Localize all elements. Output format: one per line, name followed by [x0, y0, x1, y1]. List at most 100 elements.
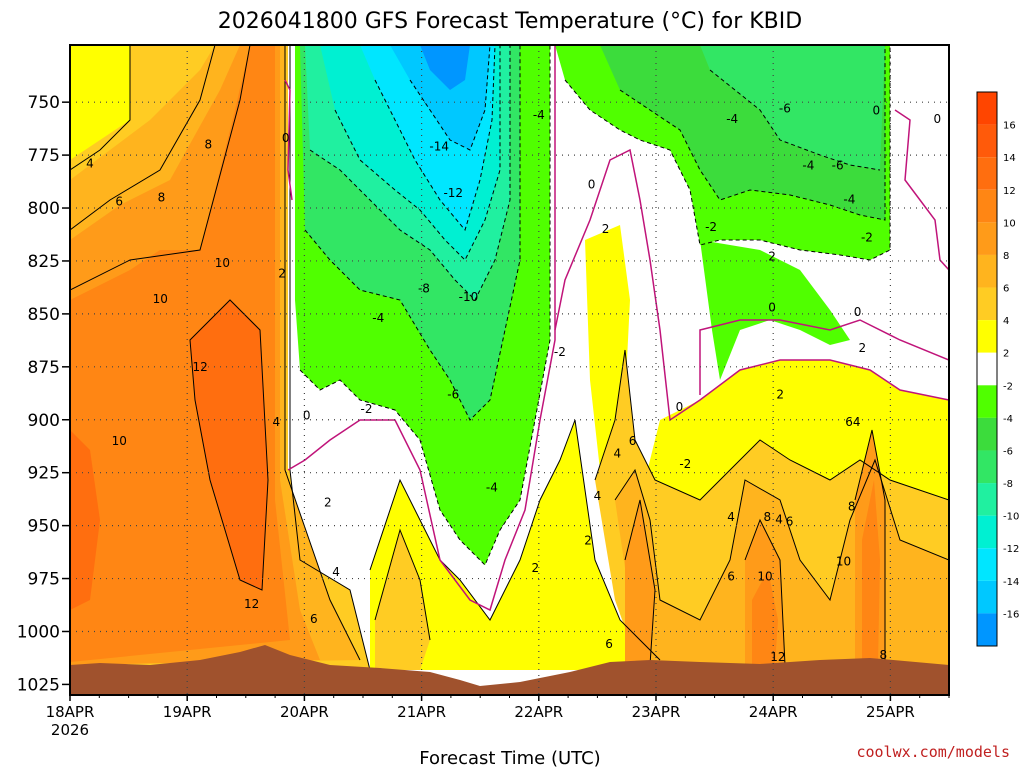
contour-value-label: 10 — [153, 292, 168, 306]
freezing-lines — [284, 45, 949, 612]
colorbar-swatch — [977, 287, 997, 321]
warm-plume-25-core2 — [862, 480, 880, 665]
contour-value-label: 2 — [324, 495, 332, 509]
contour-value-label: 12 — [192, 360, 207, 374]
warm-core-12 — [190, 300, 268, 590]
contour-value-label: 6 — [115, 195, 123, 209]
y-axis: 750 775 800 825 850 875 900 925 950 975 1000 1025 — [17, 93, 70, 695]
terrain-ground — [70, 645, 949, 695]
contour-value-label: -4 — [533, 108, 545, 122]
aloft-cold-m6 — [700, 45, 885, 170]
contour-value-label: 10 — [112, 434, 127, 448]
colorbar-label: -12 — [1003, 544, 1019, 555]
contour-value-label: -6 — [447, 387, 459, 401]
x-tick-label: 18APR — [46, 703, 95, 721]
contour-value-label: -4 — [843, 193, 855, 207]
colorbar-label: 16 — [1003, 121, 1016, 132]
colorbar-swatch — [977, 613, 997, 646]
contour-value-label: -2 — [705, 220, 717, 234]
colorbar-swatch — [977, 483, 997, 516]
colorbar-label: 8 — [1003, 251, 1009, 262]
contour-value-label: -2 — [861, 231, 873, 245]
contour-value-label: 0 — [303, 409, 311, 423]
contour-value-label: -14 — [429, 140, 449, 154]
contour-value-label: 8 — [880, 648, 888, 662]
y-tick-label: 900 — [28, 411, 60, 431]
gridlines — [70, 45, 949, 695]
colorbar-swatch — [977, 417, 997, 451]
contour-value-label: -2 — [361, 402, 373, 416]
contour-value-label: 6 — [310, 612, 318, 626]
contour-value-label: 64 — [845, 415, 860, 429]
contour-value-label: 4 — [332, 565, 340, 579]
colorbar-label: -6 — [1003, 446, 1013, 457]
contour-value-label: 12 — [244, 597, 259, 611]
contour-value-label: 2 — [531, 561, 539, 575]
y-tick-label: 925 — [28, 464, 60, 484]
x-tick-label: 24APR — [749, 703, 798, 721]
contour-value-label: 0 — [768, 301, 776, 315]
contour-value-label: 2 — [768, 250, 776, 264]
contour-value-label: 8 — [848, 500, 856, 514]
contour-value-label: 10 — [836, 555, 851, 569]
x-tick-label: 21APR — [397, 703, 446, 721]
contour-value-label: 2 — [602, 222, 610, 236]
colorbar-label: -2 — [1003, 381, 1013, 392]
surface-band-4to6-a — [375, 530, 430, 670]
x-tick-label: 20APR — [280, 703, 329, 721]
credit-text: coolwx.com/models — [856, 743, 1010, 761]
contour-value-label: 0 — [282, 131, 290, 145]
contour-value-label: -4 — [726, 112, 738, 126]
contour-value-label: -8 — [418, 281, 430, 295]
x-tick-label: 19APR — [163, 703, 212, 721]
colorbar-swatch — [977, 222, 997, 255]
cold-core-m16 — [420, 45, 470, 90]
contour-value-label: -12 — [443, 186, 463, 200]
y-tick-label: 825 — [28, 252, 60, 272]
contour-value-label: 0 — [873, 104, 881, 118]
contour-value-label: 6 — [786, 514, 794, 528]
colorbar-label: -16 — [1003, 609, 1019, 620]
colorbar-swatch — [977, 450, 997, 484]
y-tick-label: 1025 — [17, 675, 60, 695]
x-tick-label: 23APR — [632, 703, 681, 721]
contour-value-label: 0 — [854, 305, 862, 319]
contour-value-label: 4 — [727, 510, 735, 524]
colorbar-swatch — [977, 124, 997, 158]
colorbar-label: 10 — [1003, 218, 1016, 229]
colorbar-label: -8 — [1003, 479, 1013, 490]
aloft-cold-lobe — [700, 240, 850, 380]
contour-value-label: 4 — [614, 447, 622, 461]
colorbar-swatch — [977, 189, 997, 223]
y-tick-label: 800 — [28, 199, 60, 219]
colorbar-label: -10 — [1003, 512, 1019, 523]
contour-value-label: 6 — [605, 637, 613, 651]
contour-value-label: 4 — [775, 512, 783, 526]
colorbar-label: 4 — [1003, 316, 1009, 327]
x-tick-label: 25APR — [866, 703, 915, 721]
contour-value-label: 10 — [215, 256, 230, 270]
colorbar-swatch — [977, 548, 997, 581]
contour-value-label: 8 — [204, 138, 212, 152]
contour-value-label: 2 — [278, 267, 286, 281]
y-tick-label: 975 — [28, 570, 60, 590]
y-tick-label: 775 — [28, 146, 60, 166]
contour-value-label: 2 — [776, 387, 784, 401]
colorbar-swatch — [977, 254, 997, 288]
y-tick-label: 875 — [28, 358, 60, 378]
colorbar: 16 14 12 10 8 6 4 2 -2 -4 -6 -8 -10 -12 -14 -16 — [976, 91, 1019, 647]
colorbar-label: 2 — [1003, 349, 1009, 360]
y-tick-label: 850 — [28, 305, 60, 325]
y-tick-label: 750 — [28, 93, 60, 113]
contour-value-label: 0 — [588, 178, 596, 192]
x-tick-year: 2026 — [51, 721, 89, 739]
chart-title: 2026041800 GFS Forecast Temperature (°C)… — [218, 9, 802, 34]
y-tick-label: 1000 — [17, 622, 60, 642]
contour-value-label: 6 — [629, 434, 637, 448]
contour-value-label: 2 — [858, 341, 866, 355]
colorbar-label: -4 — [1003, 414, 1013, 425]
contour-value-label: 12 — [770, 650, 785, 664]
x-tick-label: 22APR — [514, 703, 563, 721]
